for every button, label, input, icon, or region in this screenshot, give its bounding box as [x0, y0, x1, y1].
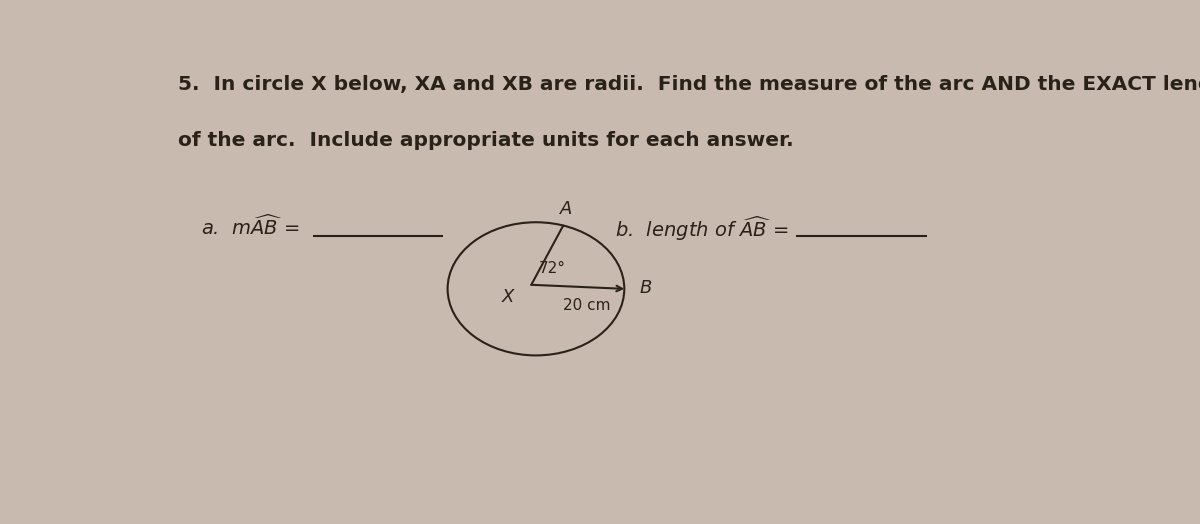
Text: B: B	[640, 279, 652, 297]
Text: of the arc.  Include appropriate units for each answer.: of the arc. Include appropriate units fo…	[178, 132, 793, 150]
Text: 5.  In circle X below, XA and XB are radii.  Find the measure of the arc AND the: 5. In circle X below, XA and XB are radi…	[178, 75, 1200, 94]
Text: A: A	[560, 200, 572, 219]
Text: 72°: 72°	[539, 261, 565, 276]
Text: X: X	[502, 288, 515, 306]
Text: a.  m$\widehat{AB}$ =: a. m$\widehat{AB}$ =	[202, 214, 300, 238]
Text: b.  length of $\widehat{AB}$ =: b. length of $\widehat{AB}$ =	[616, 214, 788, 243]
Text: 20 cm: 20 cm	[563, 298, 611, 313]
